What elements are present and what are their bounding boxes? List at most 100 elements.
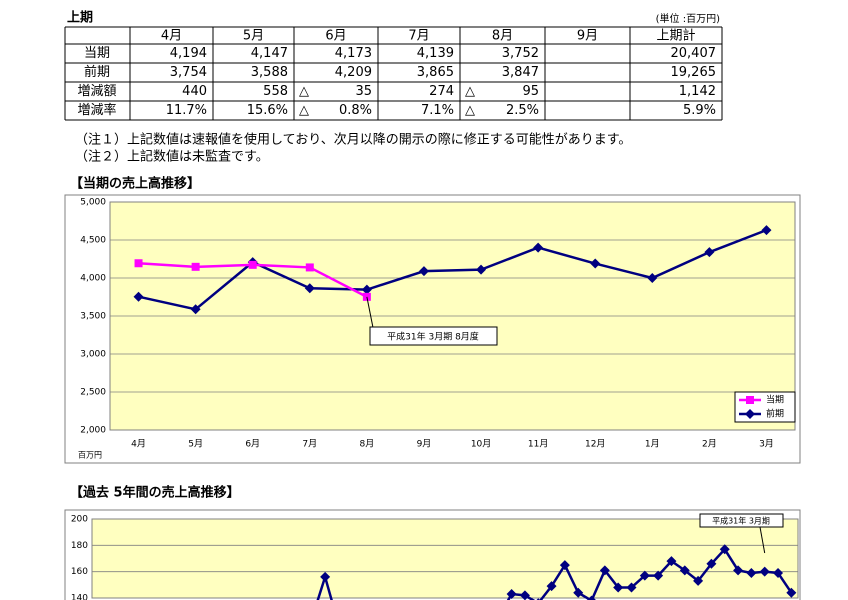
data-point: [506, 589, 517, 600]
x-tick-label: 1月: [645, 439, 660, 450]
table-cell: 7.1%: [421, 103, 454, 118]
x-tick-label: 7月: [302, 439, 317, 450]
data-point: [305, 263, 314, 272]
table-cell: 35: [355, 84, 372, 99]
series-layer: [316, 544, 797, 600]
unit-label: (単位 :百万円): [656, 12, 720, 25]
y-tick-label: 3,500: [80, 312, 106, 322]
table-cell: 0.8%: [339, 103, 372, 118]
annotation-pointer: [366, 296, 374, 328]
data-point: [590, 258, 601, 269]
y-tick-label: 140: [71, 594, 88, 600]
table-cell: 3,752: [502, 46, 539, 61]
table-cell: 11.7%: [166, 103, 207, 118]
series-line: [138, 228, 767, 311]
annotation: 平成31年 3月期 8月度: [387, 331, 479, 343]
annotation-box: [699, 513, 784, 528]
data-point: [533, 242, 544, 253]
y-tick-label: 4,000: [80, 274, 106, 284]
legend-label: 前期: [766, 408, 784, 420]
x-tick-label: 12月: [585, 439, 605, 450]
data-point: [573, 587, 584, 598]
note: （注２）上記数値は未監査です。: [75, 149, 269, 165]
negative-mark: △: [465, 103, 475, 118]
x-tick-label: 2月: [702, 439, 717, 450]
y-tick-label: 180: [71, 541, 88, 551]
y-tick-label: 4,500: [80, 236, 106, 246]
table-cell: 4,209: [335, 65, 372, 80]
legend-label: 当期: [766, 394, 784, 406]
x-tick-label: 6月: [245, 439, 260, 450]
column-header: 6月: [325, 29, 346, 44]
table-cell: 2.5%: [506, 103, 539, 118]
x-tick-label: 5月: [188, 439, 203, 450]
data-point: [418, 266, 429, 277]
x-tick-label: 11月: [528, 439, 548, 450]
y-unit: 百万円: [78, 451, 102, 460]
chart-title: 【過去 5年間の売上高推移】: [70, 485, 240, 501]
row-label: 当期: [84, 46, 110, 61]
data-point: [190, 304, 201, 315]
table-cell: 558: [263, 84, 288, 99]
negative-mark: △: [299, 103, 309, 118]
data-point: [546, 581, 557, 592]
data-point: [786, 587, 797, 598]
row-label: 前期: [84, 64, 110, 80]
plot-area: [91, 518, 799, 599]
table-cell: 4,139: [417, 46, 454, 61]
table-cell: 20,407: [671, 46, 717, 61]
data-point: [745, 409, 755, 419]
data-point: [746, 567, 757, 578]
data-point: [559, 560, 570, 571]
data-point: [613, 582, 624, 593]
data-point: [666, 556, 677, 567]
row-label: 増減率: [77, 102, 116, 118]
y-tick-label: 2,500: [80, 388, 106, 398]
y-tick-label: 160: [71, 567, 88, 577]
data-point: [248, 260, 257, 269]
data-point: [476, 264, 487, 275]
data-point: [693, 575, 704, 586]
table-cell: 3,847: [502, 65, 539, 80]
x-tick-label: 10月: [471, 439, 491, 450]
table-cell: 1,142: [679, 84, 716, 99]
table-cell: 4,194: [170, 46, 207, 61]
series-layer: [133, 225, 772, 315]
column-header: 8月: [492, 29, 513, 44]
table-cell: 3,754: [170, 65, 207, 80]
negative-mark: △: [299, 84, 309, 99]
data-point: [191, 262, 200, 271]
data-point: [773, 567, 784, 578]
y-tick-label: 3,000: [80, 350, 106, 360]
data-point: [746, 396, 754, 404]
table-cell: 19,265: [671, 65, 717, 80]
data-point: [519, 590, 530, 600]
data-point: [304, 283, 315, 294]
data-point: [626, 582, 637, 593]
y-tick-label: 5,000: [80, 198, 106, 208]
column-header: 5月: [243, 29, 264, 44]
note: （注１）上記数値は速報値を使用しており、次月以降の開示の際に修正する可能性があり…: [75, 132, 631, 148]
data-point: [320, 571, 331, 582]
column-header: 9月: [577, 29, 598, 44]
data-point: [733, 565, 744, 576]
data-point: [133, 291, 144, 302]
data-point: [653, 570, 664, 581]
data-point: [639, 570, 650, 581]
column-header: 7月: [408, 29, 429, 44]
x-tick-label: 3月: [759, 439, 774, 450]
data-point: [587, 595, 596, 600]
data-point: [599, 565, 610, 576]
table-cell: 95: [522, 84, 539, 99]
table-cell: 5.9%: [683, 103, 716, 118]
data-point: [704, 247, 715, 258]
x-tick-label: 8月: [360, 439, 375, 450]
y-tick-label: 200: [71, 515, 88, 525]
data-point: [706, 558, 717, 569]
table-cell: 3,865: [417, 65, 454, 80]
column-header: 上期計: [656, 28, 695, 44]
data-point: [761, 225, 772, 236]
table-cell: 3,588: [251, 65, 288, 80]
